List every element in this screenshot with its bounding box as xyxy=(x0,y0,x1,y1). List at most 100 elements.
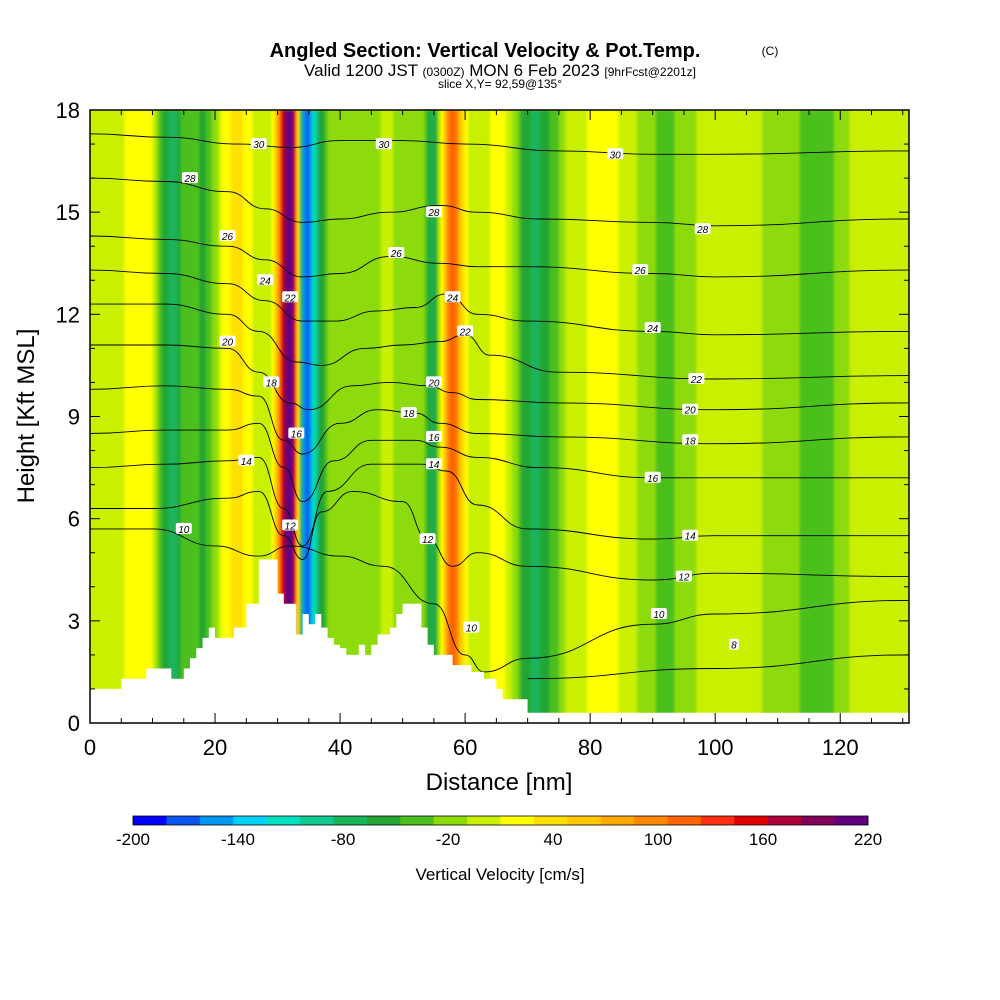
velocity-column xyxy=(190,110,194,723)
velocity-column xyxy=(433,110,438,723)
velocity-column xyxy=(452,110,457,723)
velocity-column xyxy=(527,110,532,723)
velocity-column xyxy=(121,110,125,723)
svg-text:26: 26 xyxy=(634,266,647,277)
velocity-column xyxy=(752,110,757,723)
svg-text:18: 18 xyxy=(266,378,278,389)
isentrope-label: 30 xyxy=(375,138,392,151)
isentrope-line xyxy=(90,235,909,278)
colorbar-tick-label: -200 xyxy=(116,830,150,849)
velocity-column xyxy=(352,110,357,723)
velocity-column xyxy=(449,110,454,723)
isentrope-label: 16 xyxy=(425,430,442,444)
x-tick-label: 0 xyxy=(84,735,96,760)
velocity-column xyxy=(468,110,472,723)
velocity-column xyxy=(224,110,229,723)
velocity-column xyxy=(537,110,541,723)
isentrope-label: 26 xyxy=(632,264,649,277)
svg-text:30: 30 xyxy=(253,140,265,151)
velocity-column xyxy=(180,110,185,723)
velocity-column xyxy=(715,110,719,723)
velocity-column xyxy=(255,110,260,723)
velocity-column xyxy=(155,110,160,723)
velocity-column xyxy=(327,110,332,723)
chart-subtitle: Valid 1200 JST (0300Z) MON 6 Feb 2023 [9… xyxy=(304,61,696,80)
velocity-column xyxy=(168,110,172,723)
velocity-column xyxy=(674,110,679,723)
velocity-column xyxy=(355,110,360,723)
velocity-column xyxy=(130,110,135,723)
velocity-column xyxy=(208,110,213,723)
velocity-column xyxy=(840,110,844,723)
velocity-column xyxy=(240,110,244,723)
velocity-column xyxy=(733,110,738,723)
x-axis: 0 20 40 60 80 100 120 xyxy=(84,110,904,760)
svg-text:12: 12 xyxy=(422,535,434,546)
velocity-column xyxy=(471,110,476,723)
velocity-column xyxy=(552,110,557,723)
velocity-column xyxy=(690,110,694,723)
subtitle-forecast: [9hrFcst@2201z] xyxy=(604,65,696,79)
velocity-column xyxy=(783,110,788,723)
velocity-column xyxy=(505,110,510,723)
colorbar-tick-label: -80 xyxy=(331,830,356,849)
velocity-column xyxy=(268,110,272,723)
velocity-column xyxy=(193,110,197,723)
isentrope-label: 24 xyxy=(644,322,661,335)
svg-text:22: 22 xyxy=(690,375,703,386)
velocity-column xyxy=(874,110,879,723)
velocity-column xyxy=(311,110,316,723)
velocity-column xyxy=(299,110,304,723)
colorbar-swatch xyxy=(634,816,668,825)
velocity-column xyxy=(890,110,894,723)
x-tick-label: 40 xyxy=(328,735,352,760)
velocity-column xyxy=(837,110,841,723)
colorbar-swatch xyxy=(700,816,735,825)
velocity-column xyxy=(793,110,798,723)
velocity-column xyxy=(780,110,785,723)
velocity-column xyxy=(440,110,444,723)
velocity-column xyxy=(358,110,363,723)
y-tick-label: 12 xyxy=(56,302,80,327)
velocity-column xyxy=(487,110,491,723)
velocity-column xyxy=(515,110,519,723)
velocity-column xyxy=(496,110,501,723)
velocity-column xyxy=(430,110,435,723)
velocity-column xyxy=(305,110,310,723)
colorbar-swatch xyxy=(300,816,334,825)
isentrope-label: 18 xyxy=(682,434,699,447)
velocity-column xyxy=(318,110,322,723)
isentrope-line xyxy=(90,133,909,155)
velocity-column xyxy=(643,110,648,723)
velocity-column xyxy=(768,110,773,723)
velocity-column xyxy=(243,110,247,723)
velocity-column xyxy=(683,110,688,723)
velocity-column xyxy=(458,110,463,723)
velocity-column xyxy=(727,110,732,723)
velocity-column xyxy=(274,110,279,723)
velocity-column xyxy=(161,110,166,723)
isentrope-label: 14 xyxy=(682,529,699,543)
velocity-column xyxy=(877,110,882,723)
isentrope-label: 16 xyxy=(288,427,305,441)
colorbar-swatch xyxy=(767,816,802,825)
velocity-column xyxy=(446,110,451,723)
velocity-column xyxy=(649,110,654,723)
velocity-column xyxy=(696,110,701,723)
colorbar-frame xyxy=(132,815,869,826)
svg-text:22: 22 xyxy=(459,327,472,338)
isentrope-label: 10 xyxy=(175,522,192,536)
svg-text:10: 10 xyxy=(178,525,190,536)
y-axis: 0 3 6 9 12 15 18 xyxy=(56,98,909,736)
velocity-column xyxy=(799,110,804,723)
velocity-column xyxy=(668,110,673,723)
velocity-column xyxy=(177,110,182,723)
colorbar-swatch xyxy=(233,816,267,825)
colorbar-tick-label: 160 xyxy=(749,830,777,849)
svg-text:12: 12 xyxy=(678,573,690,584)
isentrope-label: 12 xyxy=(419,533,436,546)
velocity-column xyxy=(386,110,391,723)
velocity-column xyxy=(390,110,394,723)
velocity-column xyxy=(883,110,888,723)
